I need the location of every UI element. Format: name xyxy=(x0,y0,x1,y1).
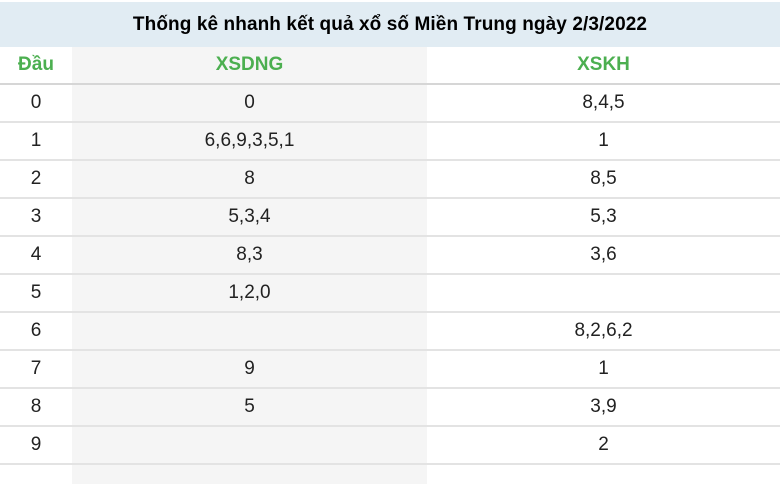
column-header-dau: Đầu xyxy=(0,47,72,85)
table-row-4: 4 8,3 3,6 xyxy=(0,236,780,275)
dau-cell: 3 xyxy=(0,198,72,237)
dau-cell: 4 xyxy=(0,236,72,275)
xsdng-cell xyxy=(72,426,427,465)
xskh-cell: 8,4,5 xyxy=(427,84,780,123)
xskh-cell: 1 xyxy=(427,350,780,389)
dau-cell: 9 xyxy=(0,426,72,465)
column-header-xsdng[interactable]: XSDNG xyxy=(72,47,427,85)
xsdng-cell xyxy=(72,464,427,484)
header-row: Đầu XSDNG XSKH xyxy=(0,47,780,85)
xsdng-cell: 0 xyxy=(72,84,427,123)
table-row-8: 8 5 3,9 xyxy=(0,388,780,427)
page-title: Thống kê nhanh kết quả xổ số Miền Trung … xyxy=(132,13,648,35)
xsdng-cell: 9 xyxy=(72,350,427,389)
xsdng-cell: 6,6,9,3,5,1 xyxy=(72,122,427,161)
xskh-cell: 5,3 xyxy=(427,198,780,237)
dau-cell: 0 xyxy=(0,84,72,123)
column-header-xskh[interactable]: XSKH xyxy=(427,47,780,85)
dau-cell: 7 xyxy=(0,350,72,389)
xsdng-cell: 8 xyxy=(72,160,427,199)
dau-cell: 1 xyxy=(0,122,72,161)
xsdng-cell: 1,2,0 xyxy=(72,274,427,313)
table-row-2: 2 8 8,5 xyxy=(0,160,780,199)
dau-cell: 6 xyxy=(0,312,72,351)
table-row-cutoff xyxy=(0,464,780,484)
table-row-1: 1 6,6,9,3,5,1 1 xyxy=(0,122,780,161)
table-row-7: 7 9 1 xyxy=(0,350,780,389)
lottery-stats-table: Đầu XSDNG XSKH 0 0 8,4,5 1 6,6,9,3,5,1 1… xyxy=(0,47,780,484)
dau-cell: 5 xyxy=(0,274,72,313)
xskh-cell xyxy=(427,274,780,313)
xskh-cell: 8,2,6,2 xyxy=(427,312,780,351)
dau-cell xyxy=(0,464,72,484)
xskh-cell: 1 xyxy=(427,122,780,161)
xsdng-cell: 5 xyxy=(72,388,427,427)
dau-cell: 2 xyxy=(0,160,72,199)
xsdng-cell xyxy=(72,312,427,351)
xskh-cell: 8,5 xyxy=(427,160,780,199)
table-row-5: 5 1,2,0 xyxy=(0,274,780,313)
xsdng-cell: 5,3,4 xyxy=(72,198,427,237)
xskh-cell: 2 xyxy=(427,426,780,465)
xskh-cell xyxy=(427,464,780,484)
table-header: Đầu XSDNG XSKH xyxy=(0,47,780,85)
xskh-cell: 3,6 xyxy=(427,236,780,275)
table-row-6: 6 8,2,6,2 xyxy=(0,312,780,351)
table-row-3: 3 5,3,4 5,3 xyxy=(0,198,780,237)
table-row-9: 9 2 xyxy=(0,426,780,465)
table-row-0: 0 0 8,4,5 xyxy=(0,84,780,123)
table-body: 0 0 8,4,5 1 6,6,9,3,5,1 1 2 8 8,5 3 5,3,… xyxy=(0,84,780,484)
dau-cell: 8 xyxy=(0,388,72,427)
xskh-cell: 3,9 xyxy=(427,388,780,427)
xsdng-cell: 8,3 xyxy=(72,236,427,275)
title-bar: Thống kê nhanh kết quả xổ số Miền Trung … xyxy=(0,2,780,47)
